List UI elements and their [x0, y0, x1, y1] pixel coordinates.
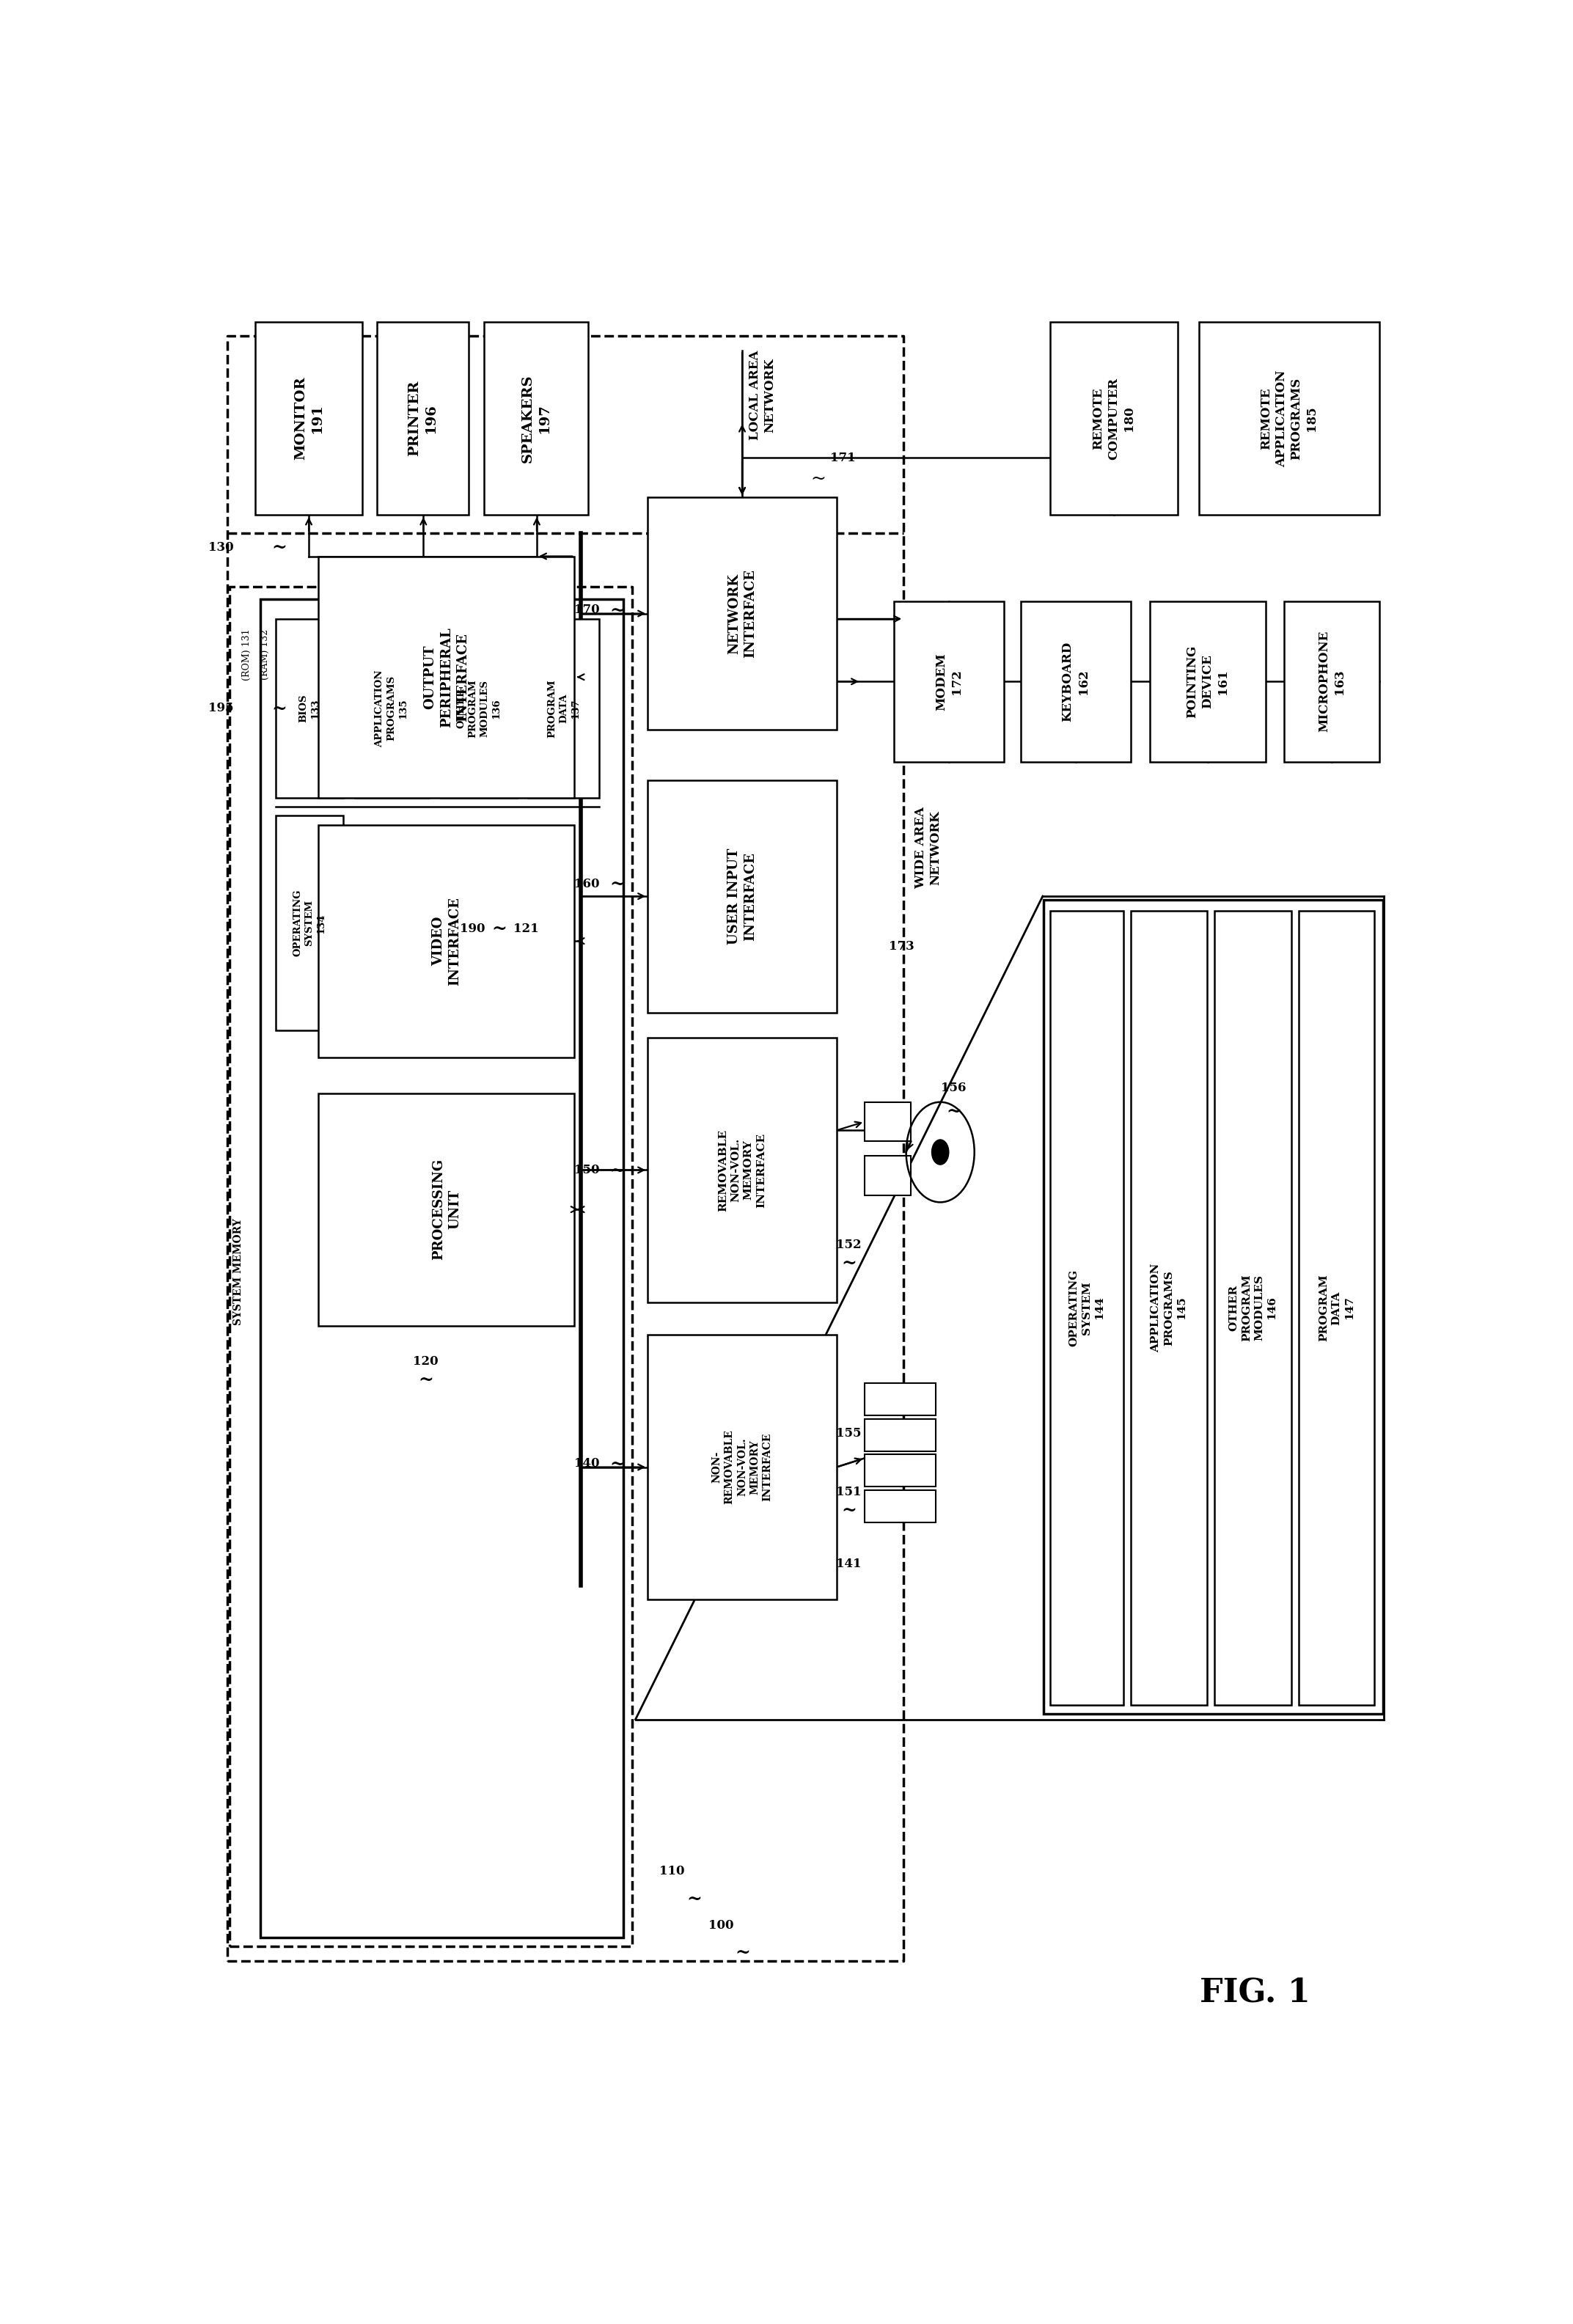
Bar [865, 1455, 936, 1487]
Text: REMOVABLE
NON-VOL.
MEMORY
INTERFACE: REMOVABLE NON-VOL. MEMORY INTERFACE [717, 1129, 766, 1211]
Text: 155: 155 [837, 1427, 862, 1439]
Text: MONITOR
191: MONITOR 191 [294, 376, 324, 460]
Text: 190: 190 [459, 923, 484, 934]
Text: OPERATING
SYSTEM
134: OPERATING SYSTEM 134 [293, 890, 326, 957]
Text: PROGRAM
DATA
147: PROGRAM DATA 147 [1318, 1274, 1354, 1341]
Bar [484, 321, 588, 516]
Text: (RAM) 132: (RAM) 132 [260, 630, 269, 681]
Text: 150: 150 [574, 1164, 599, 1176]
Text: NETWORK
INTERFACE: NETWORK INTERFACE [727, 569, 757, 658]
Text: ~: ~ [272, 700, 288, 718]
Text: OTHER
PROGRAM
MODULES
136: OTHER PROGRAM MODULES 136 [456, 679, 502, 737]
Circle shape [931, 1139, 949, 1164]
Bar [1051, 321, 1178, 516]
Bar [865, 1383, 936, 1415]
Bar [1284, 602, 1380, 762]
Text: ~: ~ [686, 1889, 702, 1908]
Text: KEYBOARD
162: KEYBOARD 162 [1062, 641, 1090, 720]
Text: WIDE AREA
NETWORK: WIDE AREA NETWORK [914, 806, 942, 890]
Text: 171: 171 [831, 451, 856, 465]
Text: 152: 152 [837, 1239, 862, 1250]
Bar [275, 618, 343, 797]
Text: NON-
REMOVABLE
NON-VOL.
MEMORY
INTERFACE: NON- REMOVABLE NON-VOL. MEMORY INTERFACE [711, 1429, 772, 1504]
Text: (ROM) 131: (ROM) 131 [242, 630, 252, 681]
Bar [318, 825, 574, 1057]
Text: 140: 140 [574, 1457, 599, 1469]
Text: ~: ~ [735, 1943, 750, 1961]
Bar [648, 497, 837, 730]
Bar [1214, 911, 1291, 1706]
Text: PROCESSING
UNIT: PROCESSING UNIT [433, 1160, 461, 1260]
Text: 151: 151 [837, 1485, 862, 1499]
Text: FIG. 1: FIG. 1 [1200, 1978, 1310, 2008]
Text: OPERATING
SYSTEM
144: OPERATING SYSTEM 144 [1068, 1269, 1104, 1346]
Text: ~: ~ [810, 472, 826, 488]
Bar [260, 600, 623, 1938]
Text: APPLICATION
PROGRAMS
135: APPLICATION PROGRAMS 135 [376, 669, 407, 746]
Bar [865, 1102, 911, 1141]
Text: 100: 100 [708, 1920, 733, 1931]
Text: REMOTE
COMPUTER
180: REMOTE COMPUTER 180 [1092, 376, 1136, 460]
Bar [648, 781, 837, 1013]
Text: USER INPUT
INTERFACE: USER INPUT INTERFACE [727, 848, 757, 944]
Text: MICROPHONE
163: MICROPHONE 163 [1318, 630, 1345, 732]
Bar [865, 1155, 911, 1195]
Bar [1131, 911, 1206, 1706]
Text: 141: 141 [837, 1557, 862, 1571]
Text: ~: ~ [610, 602, 624, 618]
Bar [378, 321, 469, 516]
Bar [255, 321, 362, 516]
Text: MODEM
172: MODEM 172 [934, 653, 963, 711]
Text: 173: 173 [889, 941, 914, 953]
Text: 120: 120 [414, 1355, 439, 1369]
Bar [1051, 911, 1123, 1706]
Bar [648, 1334, 837, 1599]
Text: REMOTE
APPLICATION
PROGRAMS
185: REMOTE APPLICATION PROGRAMS 185 [1260, 370, 1318, 467]
Text: 170: 170 [574, 604, 599, 616]
Text: ~: ~ [491, 920, 507, 937]
Text: ~: ~ [945, 1102, 961, 1120]
Text: 121: 121 [513, 923, 538, 934]
Text: PROGRAM
DATA
137: PROGRAM DATA 137 [547, 679, 580, 737]
Bar [529, 618, 599, 797]
Bar [865, 1490, 936, 1522]
Bar [1299, 911, 1375, 1706]
Text: PRINTER
196: PRINTER 196 [407, 381, 437, 456]
Text: VIDEO
INTERFACE: VIDEO INTERFACE [433, 897, 461, 985]
Text: SYSTEM MEMORY: SYSTEM MEMORY [233, 1218, 244, 1325]
Bar [355, 618, 428, 797]
Text: ~: ~ [418, 1371, 434, 1387]
Text: 110: 110 [659, 1866, 684, 1878]
Bar [1150, 602, 1266, 762]
Text: 130: 130 [208, 541, 234, 553]
Bar [275, 816, 343, 1030]
Text: 160: 160 [574, 878, 599, 890]
Bar [318, 1092, 574, 1325]
Text: ~: ~ [842, 1501, 856, 1520]
Text: ~: ~ [610, 874, 624, 892]
Text: BIOS
133: BIOS 133 [299, 695, 319, 723]
Text: ~: ~ [610, 1455, 624, 1473]
Bar [865, 1418, 936, 1450]
Bar [1044, 899, 1383, 1715]
Bar [1021, 602, 1131, 762]
Text: SPEAKERS
197: SPEAKERS 197 [521, 374, 551, 462]
Text: ~: ~ [610, 1162, 624, 1178]
Text: 195: 195 [208, 702, 234, 713]
Bar [1199, 321, 1380, 516]
Bar [440, 618, 518, 797]
Text: POINTING
DEVICE
161: POINTING DEVICE 161 [1186, 646, 1230, 718]
Text: LOCAL AREA
NETWORK: LOCAL AREA NETWORK [749, 351, 775, 439]
Text: ~: ~ [842, 1255, 856, 1271]
Bar [648, 1037, 837, 1301]
Text: OTHER
PROGRAM
MODULES
146: OTHER PROGRAM MODULES 146 [1229, 1274, 1277, 1341]
Bar [893, 602, 1004, 762]
Text: ~: ~ [272, 539, 288, 555]
Text: OUTPUT
PERIPHERAL
INTERFACE: OUTPUT PERIPHERAL INTERFACE [423, 627, 469, 727]
Bar [318, 555, 574, 797]
Text: APPLICATION
PROGRAMS
145: APPLICATION PROGRAMS 145 [1151, 1264, 1186, 1353]
Text: 156: 156 [941, 1081, 966, 1095]
